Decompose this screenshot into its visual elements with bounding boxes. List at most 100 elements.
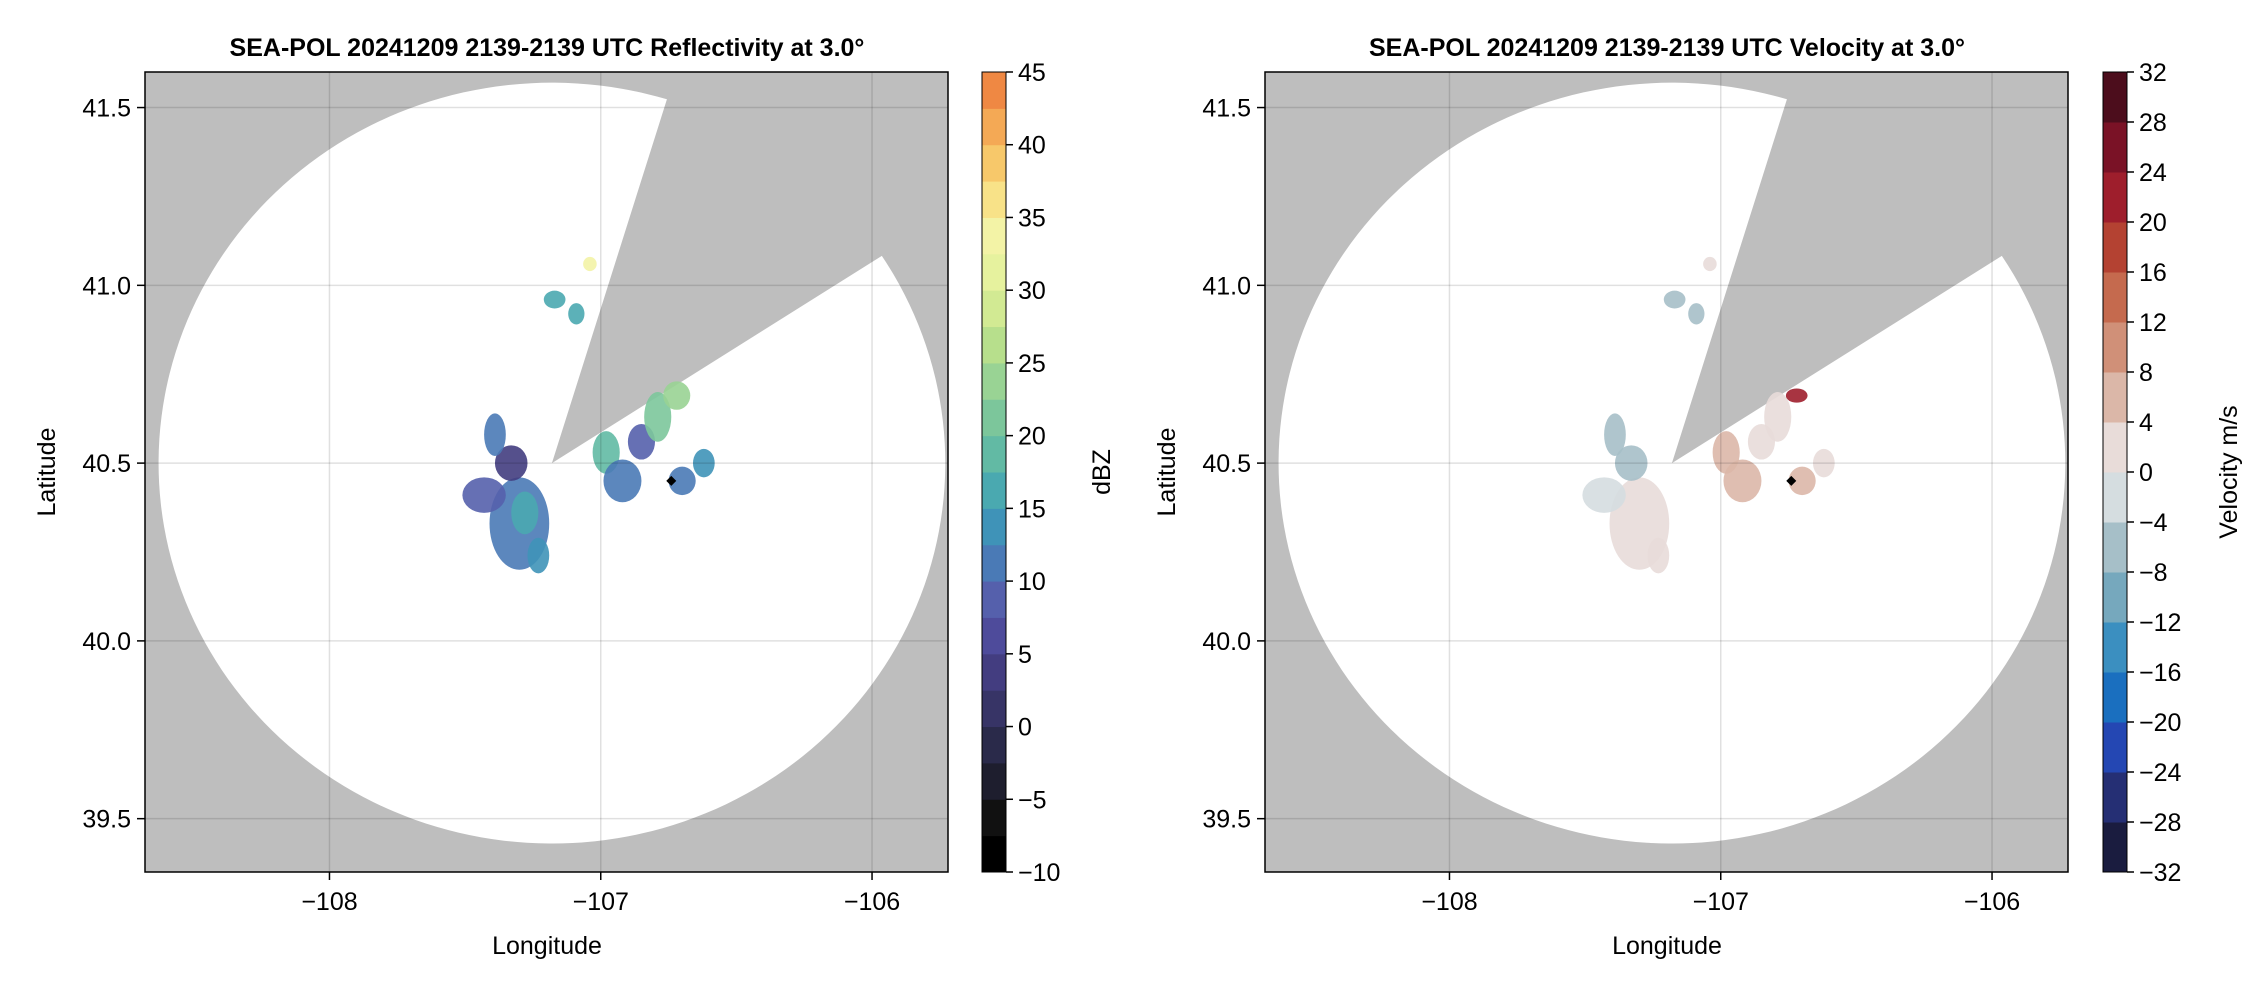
echo-region xyxy=(527,537,550,574)
colorbar-band xyxy=(2103,372,2127,423)
colorbar-band xyxy=(2103,622,2127,673)
echo-region xyxy=(1764,392,1792,442)
colorbar-label: Velocity m/s xyxy=(2215,405,2243,538)
radar-coverage-area xyxy=(1278,82,2066,844)
colorbar-band xyxy=(982,762,1006,800)
colorbar-tick-label: 10 xyxy=(1018,568,1046,596)
colorbar-tick-label: 35 xyxy=(1018,204,1046,232)
y-tick-label: 40.5 xyxy=(1202,450,1251,478)
colorbar-band xyxy=(982,472,1006,509)
colorbar-tick-label: −24 xyxy=(2139,759,2182,787)
colorbar-tick-label: 45 xyxy=(1018,59,1046,87)
colorbar-tick-label: 4 xyxy=(2139,409,2153,437)
x-axis-label: Longitude xyxy=(492,932,602,960)
echo-region xyxy=(603,459,642,503)
colorbar-band xyxy=(2103,572,2127,623)
echo-region xyxy=(692,448,715,478)
echo-region xyxy=(668,466,696,496)
echo-region xyxy=(1723,459,1762,503)
echo-region xyxy=(1688,303,1705,325)
x-axis-ticks: −108 −107 −106 xyxy=(1421,872,2020,916)
colorbar-band xyxy=(2103,72,2127,123)
colorbar-tick-label: 0 xyxy=(2139,459,2153,487)
velocity-panel: SEA-POL 20241209 2139-2139 UTC Velocity … xyxy=(1153,34,2243,960)
y-tick-label: 39.5 xyxy=(1202,806,1251,834)
colorbar-tick-label: 12 xyxy=(2139,309,2167,337)
colorbar-band xyxy=(982,108,1006,146)
colorbar-frame xyxy=(981,71,1007,873)
x-tick-label: −106 xyxy=(1964,888,2020,916)
y-axis-ticks: 39.5 40.0 40.5 41.0 41.5 xyxy=(82,95,145,834)
echo-region xyxy=(663,381,691,410)
colorbar-band xyxy=(982,435,1006,473)
colorbar-band xyxy=(982,799,1006,837)
y-tick-label: 40.0 xyxy=(82,628,131,656)
colorbar-tick-label: 30 xyxy=(1018,277,1046,305)
colorbar-band xyxy=(982,617,1006,655)
colorbar-tick-label: −4 xyxy=(2139,509,2168,537)
echo-region xyxy=(644,392,672,442)
x-tick-label: −108 xyxy=(301,888,357,916)
colorbar-tick-label: −32 xyxy=(2139,859,2181,887)
colorbar-tick-label: 16 xyxy=(2139,259,2167,287)
colorbar-band xyxy=(982,290,1006,328)
colorbar-tick-label: −16 xyxy=(2139,659,2181,687)
colorbar-tick-label: 8 xyxy=(2139,359,2153,387)
colorbar-tick-label: 25 xyxy=(1018,350,1046,378)
colorbar-band xyxy=(982,544,1006,582)
x-axis-label: Longitude xyxy=(1612,932,1722,960)
colorbar-label: dBZ xyxy=(1088,449,1116,495)
x-axis-ticks: −108 −107 −106 xyxy=(301,872,900,916)
echo-region xyxy=(1614,445,1648,481)
y-axis-label: Latitude xyxy=(1153,428,1181,517)
colorbar-band xyxy=(2103,672,2127,723)
echo-region xyxy=(1785,388,1808,403)
colorbar-band xyxy=(982,581,1006,618)
panel-title: SEA-POL 20241209 2139-2139 UTC Velocity … xyxy=(1369,34,1965,62)
y-tick-label: 41.0 xyxy=(82,272,131,300)
echo-region xyxy=(462,477,506,513)
colorbar-band xyxy=(982,72,1006,109)
plot-frame xyxy=(144,71,949,873)
echo-region xyxy=(568,303,585,325)
panel-title: SEA-POL 20241209 2139-2139 UTC Reflectiv… xyxy=(230,34,865,62)
y-tick-label: 40.0 xyxy=(1202,628,1251,656)
colorbar-band xyxy=(982,181,1006,218)
colorbar-ticks: −32 −28 −24 −20 −16 −12 −8 −4 0 4 8 12 16 20 24 28 32 xyxy=(2127,59,2182,887)
echo-layer xyxy=(462,256,715,574)
colorbar-band xyxy=(982,835,1006,873)
echo-region xyxy=(1703,256,1717,272)
colorbar-band xyxy=(2103,472,2127,523)
colorbar-band xyxy=(2103,172,2127,223)
colorbar-band xyxy=(2103,772,2127,823)
colorbar-band xyxy=(982,726,1006,764)
colorbar-band xyxy=(2103,122,2127,173)
colorbar-band xyxy=(2103,722,2127,773)
site-marker xyxy=(666,475,677,486)
colorbar-band xyxy=(2103,522,2127,573)
x-tick-label: −107 xyxy=(1693,888,1749,916)
colorbar-tick-label: 20 xyxy=(1018,423,1046,451)
colorbar-band xyxy=(2103,222,2127,273)
colorbar-tick-label: −10 xyxy=(1018,859,1060,887)
colorbar-band xyxy=(2103,822,2127,873)
echo-region xyxy=(1812,448,1835,478)
colorbar-tick-label: 20 xyxy=(2139,209,2167,237)
colorbar-band xyxy=(982,399,1006,437)
colorbar-ticks: −10 −5 0 5 10 15 20 25 30 35 40 45 xyxy=(1006,59,1060,887)
colorbar-tick-label: −20 xyxy=(2139,709,2181,737)
colorbar-band xyxy=(982,253,1006,291)
echo-region xyxy=(1663,290,1686,309)
y-tick-label: 41.5 xyxy=(1202,95,1251,123)
y-axis-ticks: 39.5 40.0 40.5 41.0 41.5 xyxy=(1202,95,1265,834)
colorbar-tick-label: 28 xyxy=(2139,109,2167,137)
gridlines xyxy=(145,72,948,872)
echo-region xyxy=(1582,477,1626,513)
gridlines xyxy=(1265,72,2068,872)
colorbar-band xyxy=(982,144,1006,182)
x-tick-label: −106 xyxy=(844,888,900,916)
echo-region xyxy=(583,256,597,272)
echo-region xyxy=(511,491,539,535)
x-tick-label: −107 xyxy=(573,888,629,916)
echo-region xyxy=(1788,466,1816,496)
